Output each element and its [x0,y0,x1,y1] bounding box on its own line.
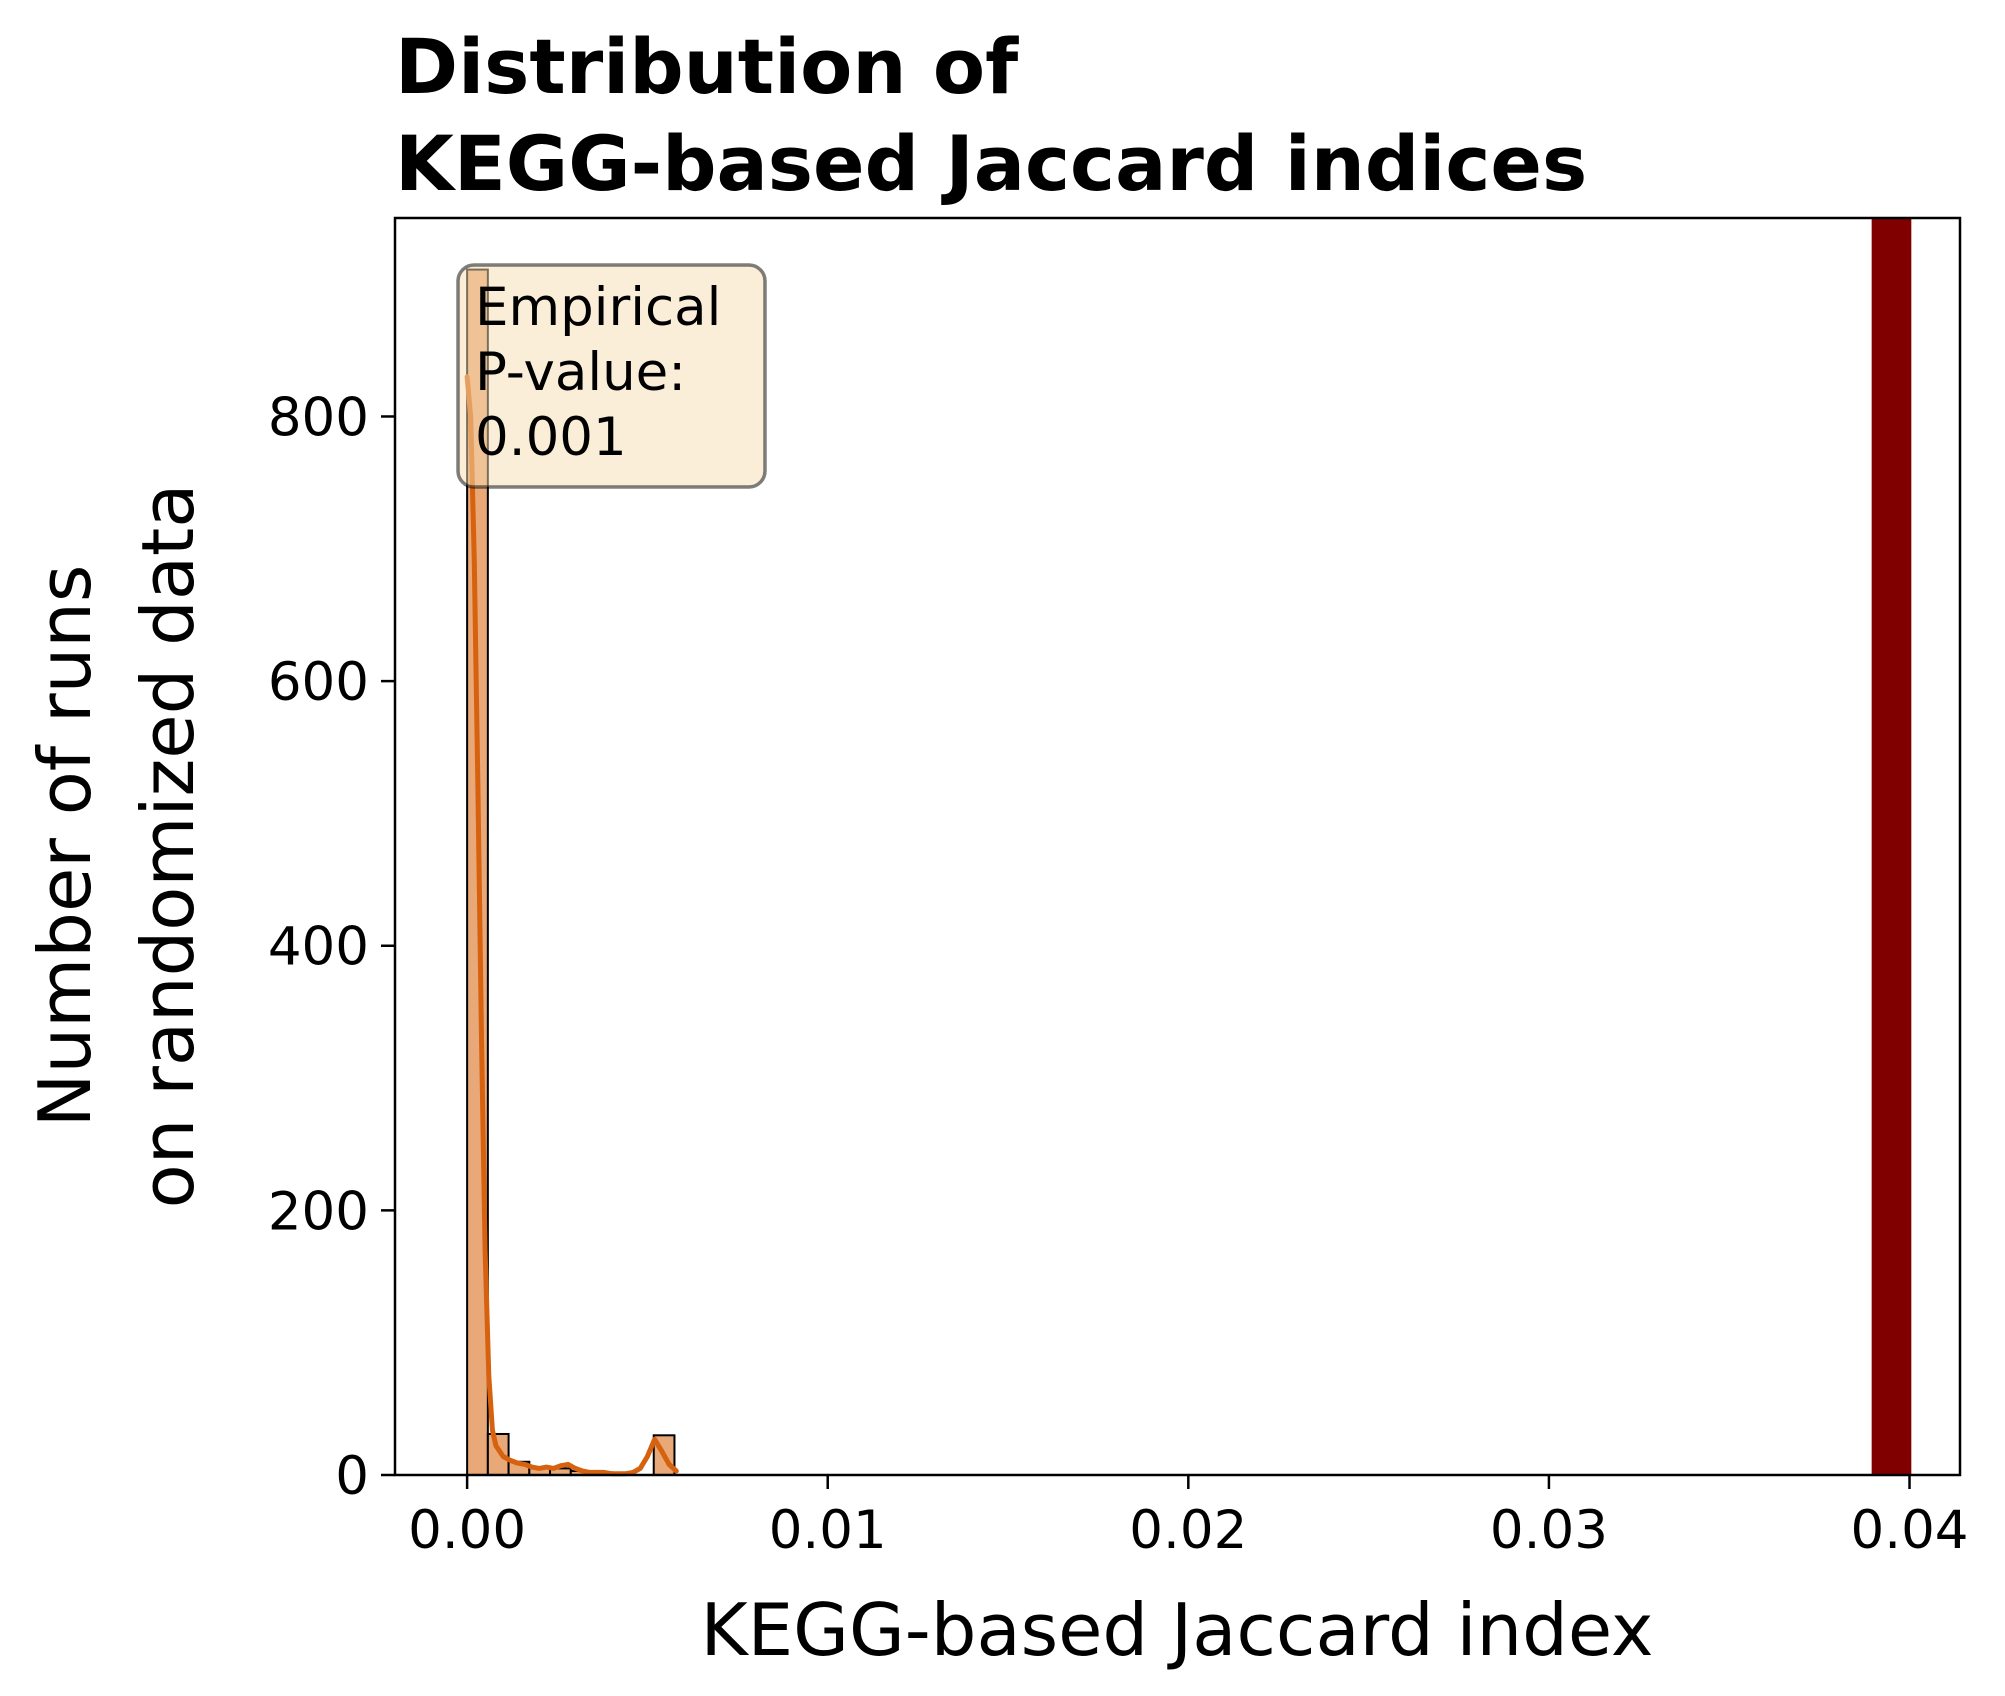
x-axis-ticks: 0.00 0.01 0.02 0.03 0.04 [408,1475,1969,1561]
kde-curve [464,374,679,1477]
chart-title-line-2: KEGG-based Jaccard indices [395,119,1587,208]
y-axis-label-line-1: Number of runs [23,565,107,1128]
x-tick-label: 0.03 [1490,1500,1608,1561]
histogram-bar-1 [486,1432,510,1476]
x-tick-label: 0.00 [408,1500,526,1561]
y-tick-label: 200 [268,1181,369,1242]
annotation-line-3: 0.001 [475,407,627,468]
kde-line [464,374,679,1477]
x-tick-label: 0.02 [1129,1500,1247,1561]
annotation-box [456,263,767,489]
y-tick-label: 600 [268,652,369,713]
annotation-line-1: Empirical [475,277,721,338]
observed-value-bar [1871,218,1912,1475]
x-tick-label: 0.01 [769,1500,887,1561]
observed-value-marker [1871,218,1912,1475]
y-tick-label: 0 [335,1446,369,1507]
y-axis-label-line-2: on randomized data [126,484,210,1209]
plot-frame [393,216,1962,1477]
annotation-line-2: P-value: [475,342,686,403]
y-tick-label: 800 [268,387,369,448]
y-tick-label: 400 [268,917,369,978]
x-axis-label: KEGG-based Jaccard index [700,1588,1653,1672]
p-value-annotation: Empirical P-value: 0.001 [456,263,767,489]
x-tick-label: 0.04 [1851,1500,1969,1561]
y-axis-ticks: 0 200 400 600 800 [268,387,395,1507]
chart-title-line-1: Distribution of [395,22,1019,111]
